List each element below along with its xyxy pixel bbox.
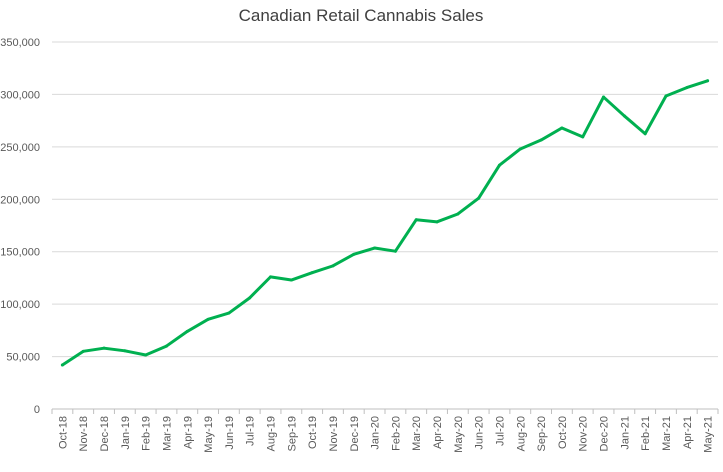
data-point (81, 349, 85, 353)
data-point (643, 132, 647, 136)
y-tick-label: 150,000 (0, 247, 40, 259)
x-tick-label: Feb-20 (390, 416, 402, 451)
y-tick-label: 300,000 (0, 89, 40, 101)
x-tick-label: Dec-18 (99, 416, 111, 451)
x-tick-label: Oct-18 (57, 416, 69, 449)
data-point (706, 79, 710, 83)
data-point (248, 296, 252, 300)
x-tick-label: Sep-20 (536, 416, 548, 451)
data-point (206, 317, 210, 321)
data-point (497, 163, 501, 167)
x-tick-label: Jul-19 (245, 416, 257, 446)
x-tick-label: Feb-19 (141, 416, 153, 451)
x-tick-label: Feb-21 (640, 416, 652, 451)
data-point (435, 220, 439, 224)
data-point (144, 353, 148, 357)
data-point (581, 135, 585, 139)
data-point (185, 329, 189, 333)
x-tick-label: Aug-20 (515, 416, 527, 451)
x-tick-label: Mar-19 (161, 416, 173, 451)
x-tick-label: Apr-20 (432, 416, 444, 449)
y-tick-label: 200,000 (0, 194, 40, 206)
series-line-sales (60, 79, 710, 367)
data-point (123, 349, 127, 353)
x-tick-label: Sep-19 (286, 416, 298, 451)
data-point (331, 264, 335, 268)
chart-title: Canadian Retail Cannabis Sales (239, 6, 484, 25)
data-point (269, 275, 273, 279)
x-tick-label: Dec-20 (599, 416, 611, 451)
x-tick-label: Jun-20 (474, 416, 486, 450)
x-tick-label: Nov-19 (328, 416, 340, 451)
x-tick-label: Jan-19 (120, 416, 132, 450)
y-tick-label: 250,000 (0, 142, 40, 154)
x-tick-label: Nov-20 (578, 416, 590, 451)
x-tick-label: Oct-20 (557, 416, 569, 449)
x-tick-label: May-19 (203, 416, 215, 453)
x-tick-label: Jan-20 (370, 416, 382, 450)
data-point (289, 278, 293, 282)
data-point (456, 212, 460, 216)
x-tick-label: May-20 (453, 416, 465, 453)
y-tick-label: 50,000 (6, 352, 40, 364)
data-point (102, 346, 106, 350)
data-point (352, 252, 356, 256)
x-tick-label: Oct-19 (307, 416, 319, 449)
x-tick-label: May-21 (703, 416, 715, 453)
data-point (518, 147, 522, 151)
x-tick-label: Aug-19 (266, 416, 278, 451)
data-point (60, 363, 64, 367)
x-tick-label: Mar-21 (661, 416, 673, 451)
x-tick-label: Jul-20 (494, 416, 506, 446)
y-tick-label: 0 (34, 404, 40, 416)
data-point (602, 95, 606, 99)
data-point (227, 311, 231, 315)
y-tick-label: 350,000 (0, 37, 40, 49)
data-point (414, 218, 418, 222)
data-point (373, 246, 377, 250)
x-tick-label: Nov-18 (78, 416, 90, 451)
data-point (164, 344, 168, 348)
data-point (560, 126, 564, 130)
x-tick-label: Jun-19 (224, 416, 236, 450)
x-tick-label: Dec-19 (349, 416, 361, 451)
data-point (685, 86, 689, 90)
data-point (477, 196, 481, 200)
data-point (393, 249, 397, 253)
x-tick-label: Apr-19 (182, 416, 194, 449)
data-point (622, 114, 626, 118)
y-tick-label: 100,000 (0, 299, 40, 311)
x-tick-label: Jan-21 (619, 416, 631, 450)
data-point (664, 94, 668, 98)
x-tick-label: Mar-20 (411, 416, 423, 451)
data-point (310, 271, 314, 275)
data-point (539, 138, 543, 142)
x-tick-label: Apr-21 (682, 416, 694, 449)
